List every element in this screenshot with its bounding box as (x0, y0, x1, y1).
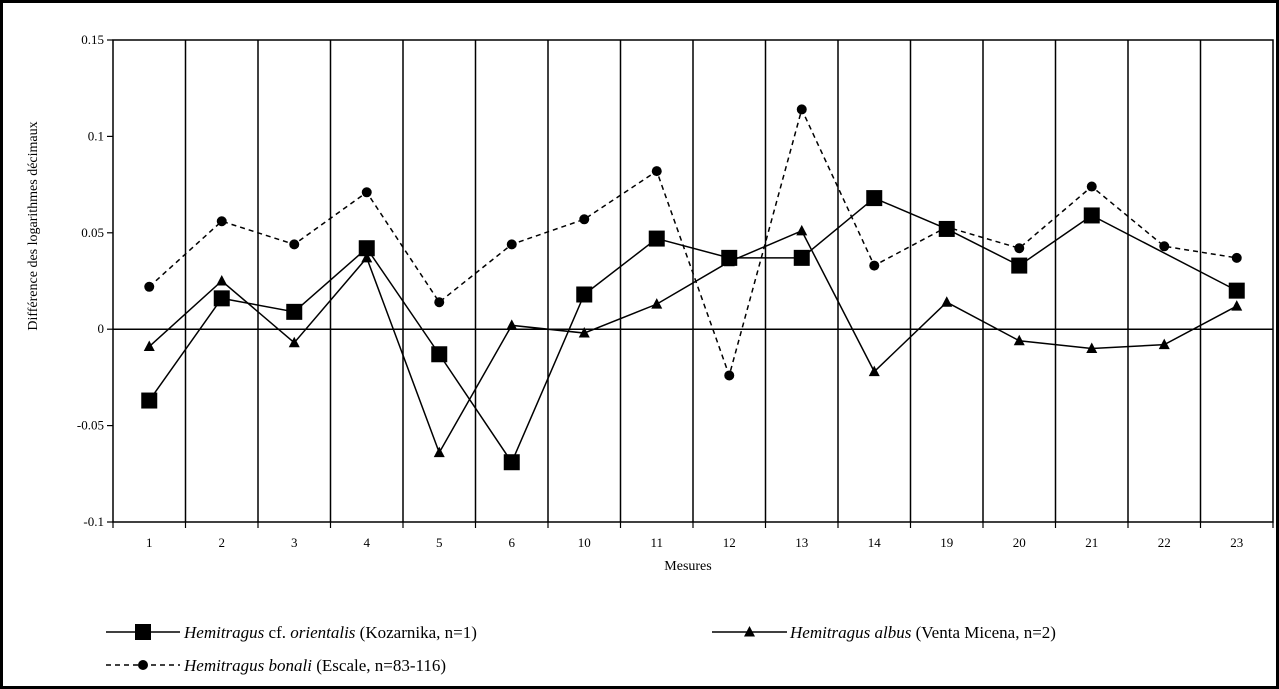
x-tick-label: 14 (868, 535, 882, 550)
x-tick-label: 5 (436, 535, 443, 550)
x-tick-label: 21 (1085, 535, 1098, 550)
data-point (652, 166, 662, 176)
data-point (794, 250, 810, 266)
data-point (576, 286, 592, 302)
legend-entry: Hemitragus cf. orientalis (Kozarnika, n=… (106, 623, 477, 642)
data-point (1087, 182, 1097, 192)
data-point (579, 214, 589, 224)
data-point (1232, 253, 1242, 263)
data-point (214, 290, 230, 306)
legend-marker (135, 624, 151, 640)
data-point (1159, 241, 1169, 251)
x-tick-label: 20 (1013, 535, 1026, 550)
data-point (217, 216, 227, 226)
x-tick-label: 12 (723, 535, 736, 550)
data-point (869, 261, 879, 271)
x-tick-label: 11 (650, 535, 663, 550)
x-tick-label: 2 (219, 535, 226, 550)
x-tick-label: 23 (1230, 535, 1243, 550)
data-point (797, 104, 807, 114)
legend: Hemitragus cf. orientalis (Kozarnika, n=… (106, 623, 1056, 675)
data-point (1229, 283, 1245, 299)
x-tick-label: 13 (795, 535, 808, 550)
data-point (866, 190, 882, 206)
data-point (144, 282, 154, 292)
y-tick-label: 0.05 (81, 225, 104, 240)
y-tick-label: -0.1 (83, 514, 104, 529)
data-point (1014, 243, 1024, 253)
legend-label: Hemitragus cf. orientalis (Kozarnika, n=… (183, 623, 477, 642)
data-point (286, 304, 302, 320)
x-tick-label: 4 (364, 535, 371, 550)
legend-entry: Hemitragus albus (Venta Micena, n=2) (712, 623, 1056, 642)
data-point (1084, 207, 1100, 223)
y-tick-label: 0 (98, 321, 105, 336)
y-tick-label: 0.15 (81, 32, 104, 47)
data-point (507, 239, 517, 249)
x-axis-title: Mesures (664, 559, 711, 574)
data-point (724, 370, 734, 380)
data-point (141, 393, 157, 409)
x-tick-label: 22 (1158, 535, 1171, 550)
data-point (362, 187, 372, 197)
x-tick-label: 10 (578, 535, 591, 550)
data-point (289, 239, 299, 249)
x-tick-label: 19 (940, 535, 953, 550)
data-point (504, 454, 520, 470)
data-point (942, 222, 952, 232)
y-tick-label: 0.1 (88, 128, 104, 143)
legend-entry: Hemitragus bonali (Escale, n=83-116) (106, 656, 446, 675)
data-point (431, 346, 447, 362)
y-tick-label: -0.05 (77, 418, 104, 433)
x-tick-label: 1 (146, 535, 153, 550)
x-tick-label: 6 (509, 535, 516, 550)
x-tick-label: 3 (291, 535, 298, 550)
legend-label: Hemitragus bonali (Escale, n=83-116) (183, 656, 446, 675)
legend-marker (138, 660, 148, 670)
data-point (434, 297, 444, 307)
y-axis-title: Différence des logarithmes décimaux (26, 121, 41, 330)
data-point (1011, 258, 1027, 274)
legend-label: Hemitragus albus (Venta Micena, n=2) (789, 623, 1056, 642)
data-point (649, 231, 665, 247)
